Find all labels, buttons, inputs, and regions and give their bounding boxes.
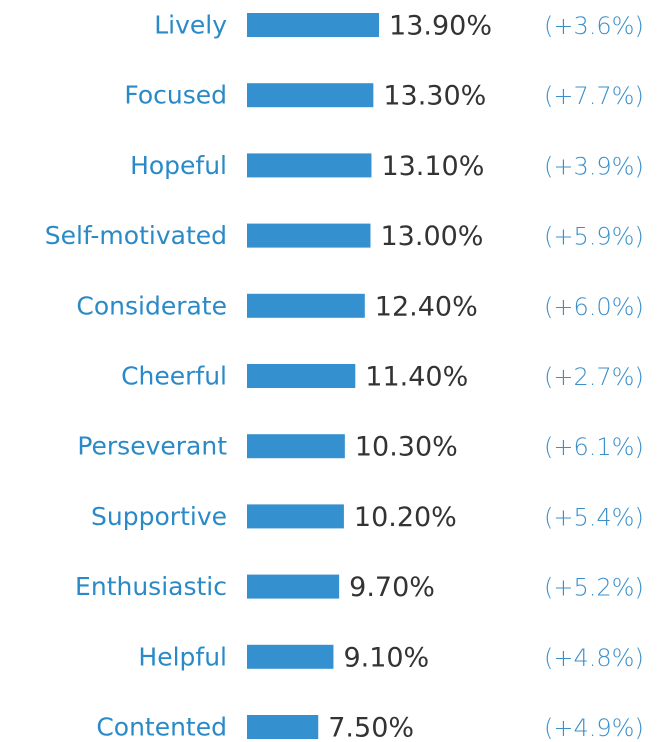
value-label: 9.70% (349, 572, 435, 603)
value-label: 13.00% (381, 221, 484, 252)
change-label: (+2.7%) (544, 363, 644, 391)
bar (247, 504, 344, 529)
bar (247, 83, 374, 108)
change-label: (+6.0%) (544, 293, 644, 321)
change-label: (+3.6%) (544, 12, 644, 40)
bar (247, 644, 334, 669)
category-label: Focused (124, 81, 227, 110)
change-label: (+7.7%) (544, 82, 644, 110)
value-label: 11.40% (365, 362, 468, 393)
change-label: (+4.9%) (544, 714, 644, 742)
category-label: Hopeful (130, 151, 227, 180)
value-label: 12.40% (375, 291, 478, 322)
value-label: 10.20% (354, 502, 457, 533)
category-label: Perseverant (77, 432, 227, 461)
bar (247, 13, 380, 37)
value-label: 13.30% (383, 81, 486, 112)
category-label: Considerate (76, 291, 227, 320)
bar (247, 223, 371, 248)
bar (247, 574, 340, 599)
category-label: Enthusiastic (75, 572, 227, 601)
value-label: 7.50% (328, 713, 414, 742)
value-label: 10.30% (355, 432, 458, 463)
category-label: Self-motivated (45, 221, 227, 250)
change-label: (+6.1%) (544, 433, 644, 461)
category-label: Cheerful (121, 362, 227, 391)
category-label: Helpful (138, 642, 227, 671)
change-label: (+5.2%) (544, 574, 644, 602)
bar (247, 715, 319, 739)
category-label: Supportive (91, 502, 227, 531)
bar (247, 364, 356, 388)
value-label: 9.10% (343, 642, 429, 673)
change-label: (+5.4%) (544, 503, 644, 531)
value-label: 13.90% (389, 11, 492, 42)
bar (247, 153, 372, 178)
bar (247, 293, 365, 318)
value-label: 13.10% (381, 151, 484, 182)
change-label: (+3.9%) (544, 152, 644, 180)
category-label: Lively (154, 11, 227, 40)
bar (247, 434, 345, 459)
change-label: (+4.8%) (544, 644, 644, 672)
category-label: Contented (96, 713, 227, 742)
change-label: (+5.9%) (544, 223, 644, 251)
